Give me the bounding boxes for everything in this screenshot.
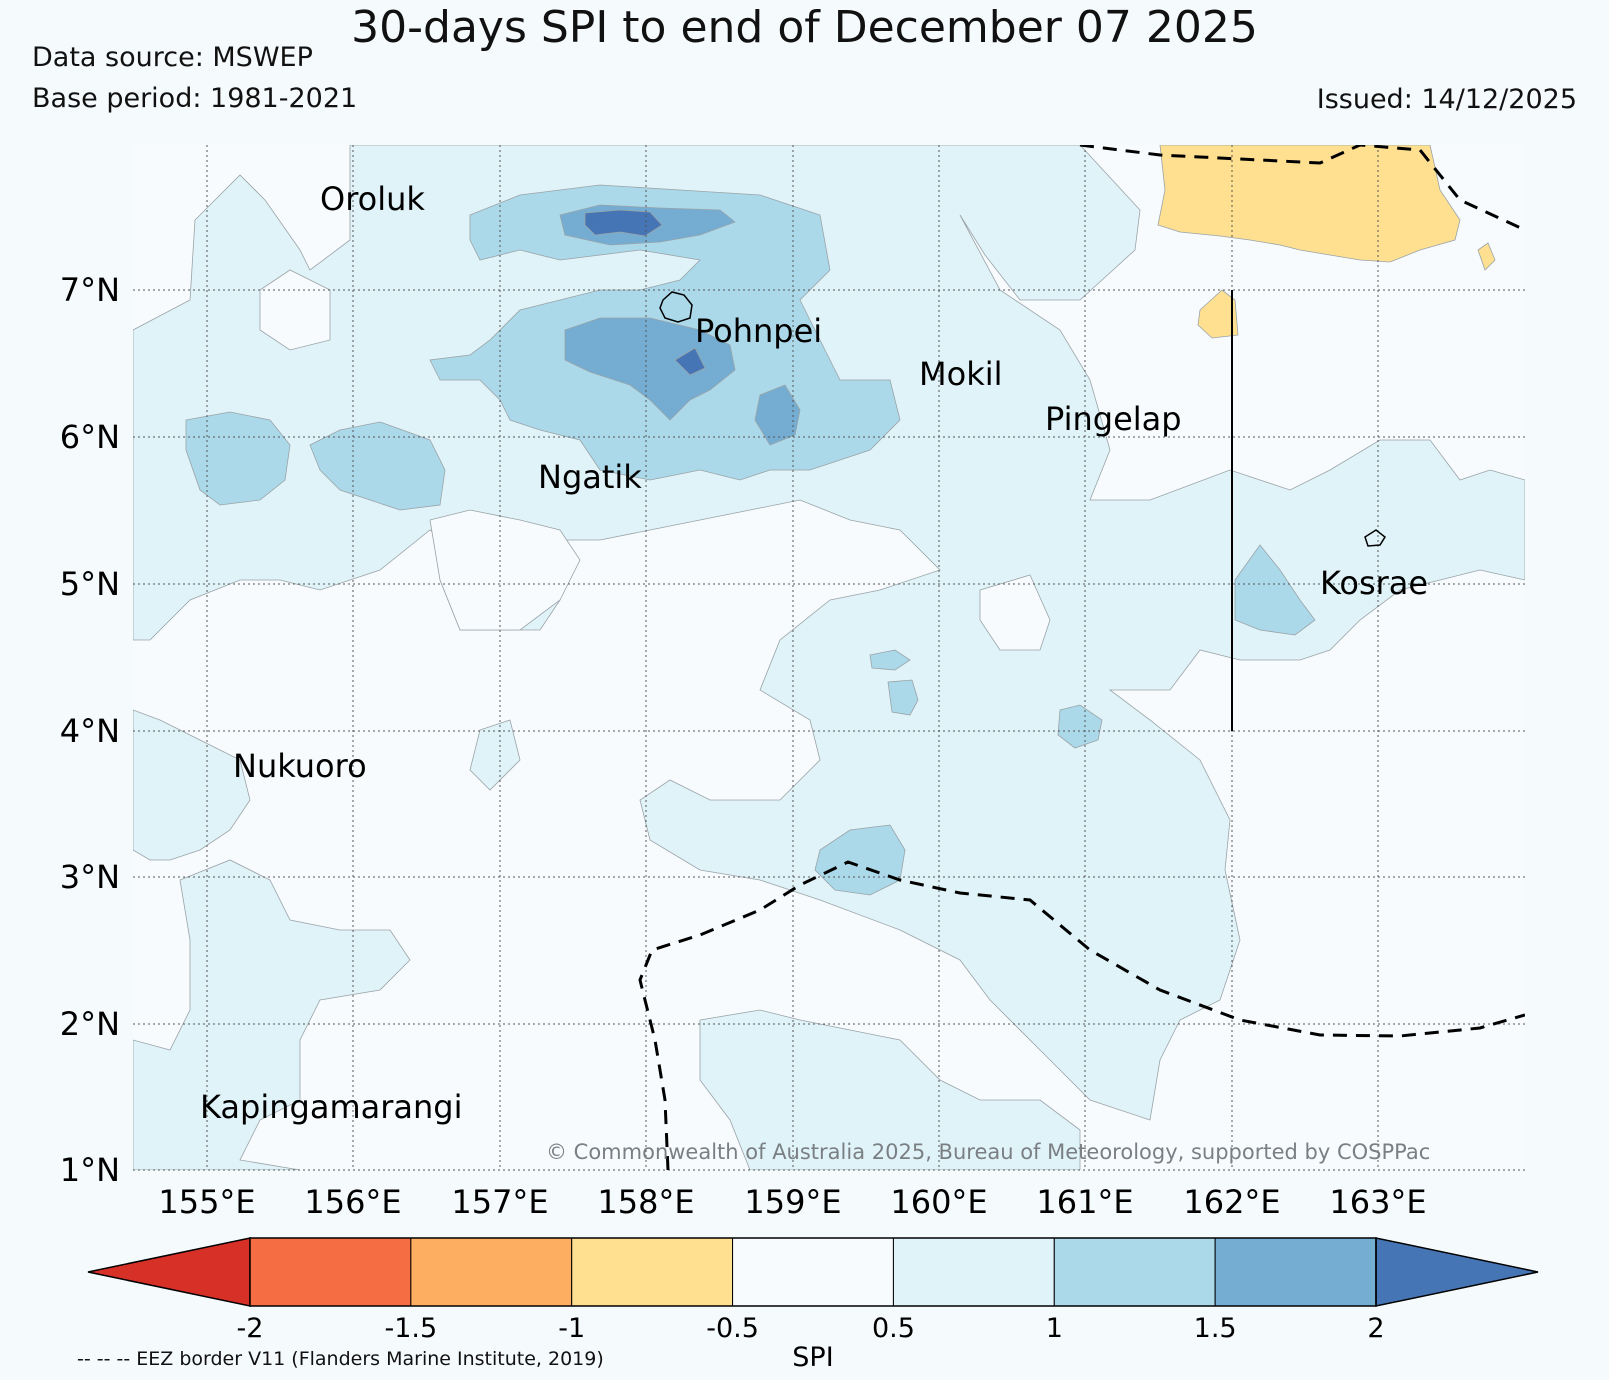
contour-white-hole [979,574,1051,651]
colorbar-tick-label: -1.5 [385,1313,438,1344]
colorbar-tick-label: 0.5 [872,1313,915,1344]
colorbar-tick-label: -2 [237,1313,264,1344]
contour-light-blue-southwest [133,859,411,1170]
lat-label-6n: 6°N [60,418,120,456]
colorbar-segment [1053,1237,1216,1307]
lat-label-4n: 4°N [60,712,120,750]
colorbar-label: SPI [792,1342,833,1373]
colorbar-tick-label: 1.5 [1194,1313,1237,1344]
colorbar-extend-low [87,1237,251,1307]
lat-label-7n: 7°N [60,271,120,309]
place-label-nukuoro: Nukuoro [233,747,367,785]
colorbar-extend-high [1375,1237,1539,1307]
lon-label-162e: 162°E [1183,1183,1280,1221]
colorbar: -2 -1.5 -1 -0.5 0.5 1 1.5 2 SPI [87,1237,1539,1373]
contour-darkblue-core-small [674,347,706,376]
contour-light-blue-west-south [133,709,251,861]
contour-yellow-islet [1477,242,1496,271]
colorbar-tick-label: 1 [1046,1313,1063,1344]
colorbar-tick-label: 2 [1367,1313,1384,1344]
place-label-kapingamarangi: Kapingamarangi [200,1088,462,1126]
lon-label-157e: 157°E [451,1183,548,1221]
colorbar-frame [249,1237,1377,1307]
contour-light-blue-islet [469,719,521,791]
lon-label-156e: 156°E [304,1183,401,1221]
place-label-mokil: Mokil [919,355,1003,393]
contour-medium-blue-small [887,679,919,716]
contour-white-hole [259,269,331,351]
lon-label-158e: 158°E [597,1183,694,1221]
data-source-label: Data source: MSWEP [32,42,313,73]
contour-light-blue-south [699,1009,1081,1170]
graticule [133,145,1525,1171]
place-label-kosrae: Kosrae [1320,564,1428,602]
contour-medium-blue-small [1057,704,1103,749]
place-label-oroluk: Oroluk [320,180,425,218]
pohnpei-island-outline [659,291,693,323]
colorbar-segment [410,1237,573,1307]
kosrae-island-outline [1364,529,1386,547]
spi-contours [133,145,1525,1170]
colorbar-tick-label: -1 [558,1313,585,1344]
contour-medium-blue-small [869,649,911,671]
issued-date-label: Issued: 14/12/2025 [1316,84,1577,115]
contour-white-hole [429,509,581,631]
place-label-pohnpei: Pohnpei [695,312,822,350]
contour-medium-blue-west [185,411,291,506]
lat-label-2n: 2°N [60,1005,120,1043]
colorbar-segment [249,1237,412,1307]
map-title: 30-days SPI to end of December 07 2025 [351,2,1258,53]
place-label-ngatik: Ngatik [538,458,642,496]
lat-label-3n: 3°N [60,858,120,896]
contour-medium-blue-kosrae [1234,544,1316,636]
copyright-notice: © Commonwealth of Australia 2025, Bureau… [546,1140,1430,1164]
contour-yellow-northeast [1157,145,1461,263]
contour-darkblue-core [584,209,663,237]
colorbar-segment [571,1237,734,1307]
lat-label-1n: 1°N [60,1151,120,1189]
lon-label-160e: 160°E [890,1183,987,1221]
contour-yellow-small [1197,289,1239,339]
contour-medium-blue-west2 [309,421,446,511]
colorbar-segment [732,1237,894,1307]
place-label-pingelap: Pingelap [1045,400,1182,438]
contour-blue-east-core [754,384,801,446]
lat-label-5n: 5°N [60,565,120,603]
eez-borders [638,145,1525,1170]
contour-blue-pohnpei-core [564,317,736,421]
colorbar-segment [892,1237,1055,1307]
lon-label-161e: 161°E [1036,1183,1133,1221]
lon-label-155e: 155°E [158,1183,255,1221]
lon-label-159e: 159°E [744,1183,841,1221]
base-period-label: Base period: 1981-2021 [32,83,358,114]
lon-label-163e: 163°E [1329,1183,1426,1221]
eez-legend-note: -- -- -- EEZ border V11 (Flanders Marine… [77,1348,604,1370]
colorbar-segment [1214,1237,1377,1307]
colorbar-tick-label: -0.5 [706,1313,759,1344]
